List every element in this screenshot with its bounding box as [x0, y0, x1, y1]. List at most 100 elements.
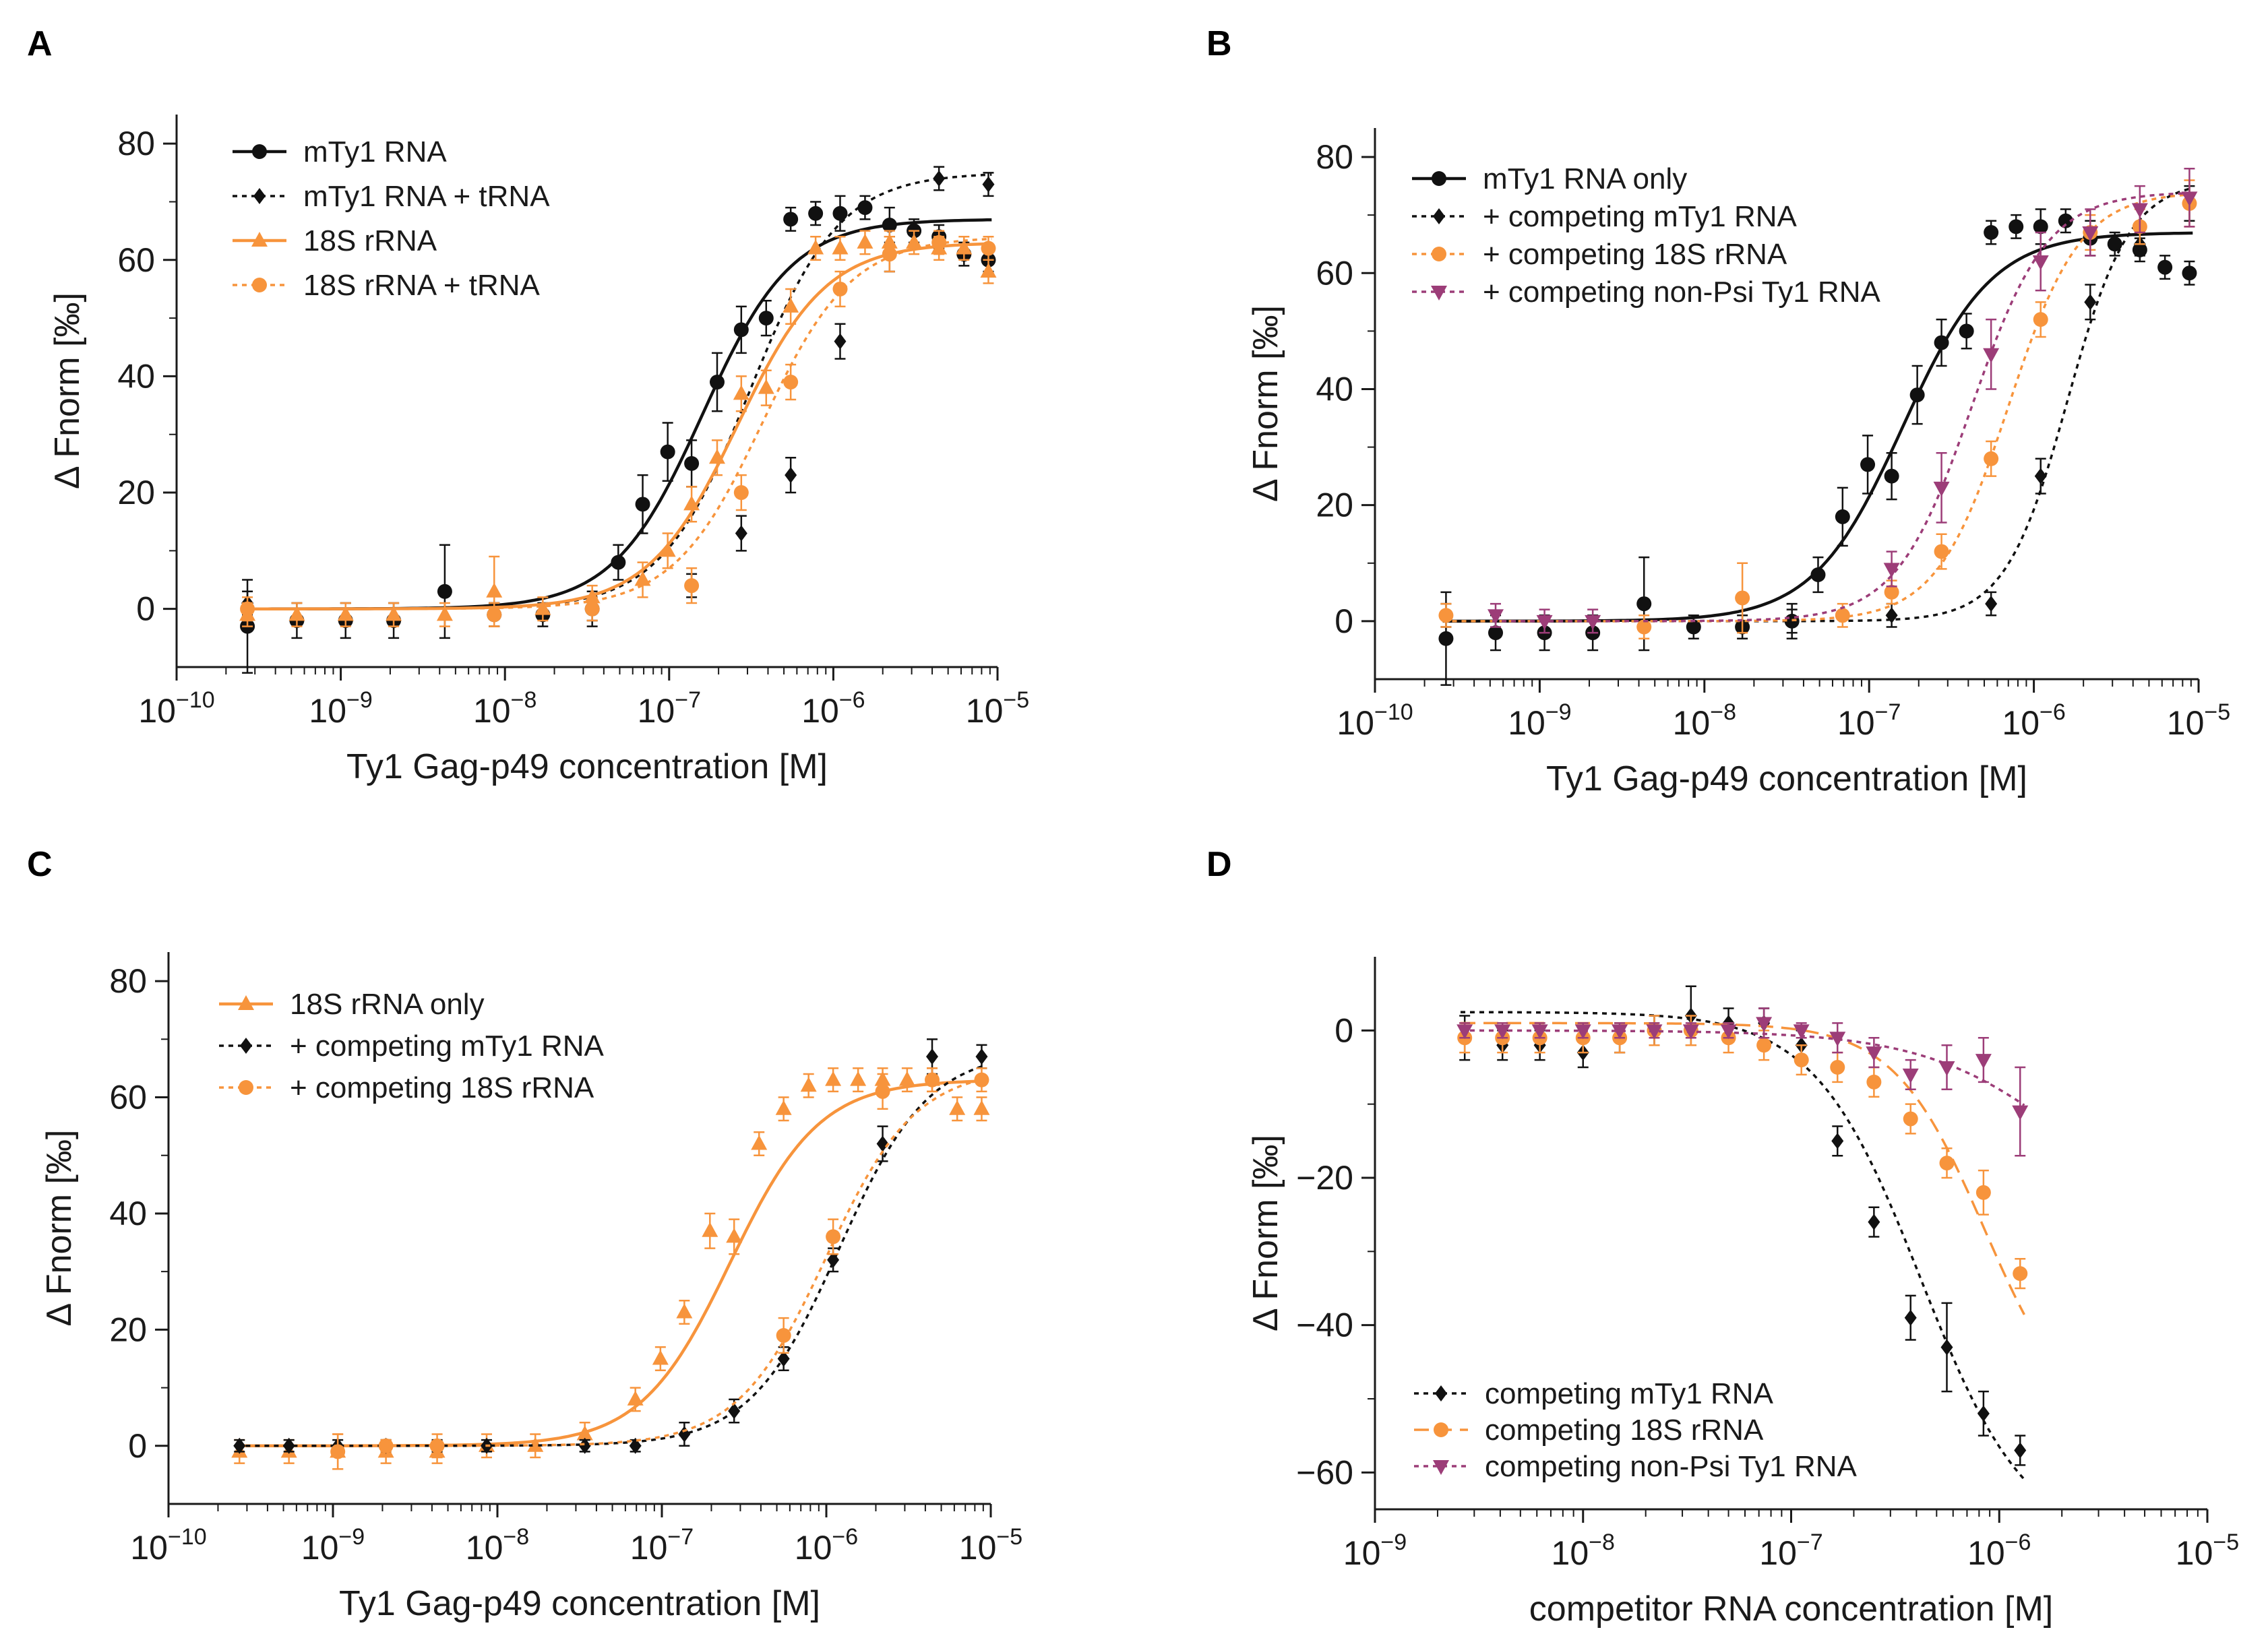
y-tick-label: −20 [1296, 1159, 1353, 1197]
data-point [832, 206, 848, 221]
data-point [1984, 224, 1999, 240]
legend-marker [240, 1038, 252, 1054]
x-axis-title: Ty1 Gag-p49 concentration [M] [1546, 759, 2027, 798]
series-competing-non-psi-ty1-rna [1457, 1007, 2029, 1157]
legend-marker [1433, 1460, 1449, 1475]
x-tick-label: 10−10 [130, 1524, 206, 1567]
series-competing-18s-rrna [330, 1067, 989, 1470]
fit-curve [1461, 1011, 2025, 1480]
data-point [925, 1072, 940, 1088]
data-point [1720, 1024, 1737, 1040]
data-point [1756, 1017, 1773, 1032]
data-point [1902, 1068, 1919, 1083]
data-point [980, 263, 997, 278]
legend-label: + competing 18S rRNA [290, 1071, 594, 1104]
fit-curve [334, 1077, 985, 1447]
x-tick-label: 10−8 [1673, 699, 1736, 742]
legend-marker [253, 188, 266, 204]
data-point [834, 333, 847, 350]
legend-marker [251, 232, 268, 247]
x-tick-label: 10−5 [2176, 1530, 2239, 1572]
x-tick-label: 10−9 [1343, 1530, 1407, 1572]
data-point [2157, 259, 2173, 275]
legend: 18S rRNA only + competing mTy1 RNA + compe… [219, 988, 604, 1104]
series-competing-18s-rrna [1457, 1015, 2028, 1315]
series-mty1-rna [240, 195, 996, 674]
fit-curve [1461, 1029, 2025, 1106]
series-18s-rrna-only [231, 1067, 990, 1470]
data-point [931, 234, 947, 250]
y-tick-label: 0 [128, 1427, 147, 1465]
legend-entry-18s-rrna-only: 18S rRNA only [219, 988, 485, 1021]
data-point [652, 1350, 669, 1365]
data-point [1959, 323, 1974, 339]
data-point [1868, 1214, 1880, 1230]
data-point [1909, 387, 1925, 403]
data-point [1810, 567, 1826, 583]
data-point [1686, 619, 1701, 635]
data-point [1866, 1074, 1882, 1090]
data-point [783, 212, 799, 227]
panel-label-b: B [1206, 24, 1232, 63]
data-point [378, 1438, 394, 1453]
data-point [906, 233, 923, 249]
x-tick-label: 10−8 [473, 687, 537, 730]
x-tick-label: 10−8 [466, 1524, 529, 1567]
legend-marker [1432, 247, 1446, 261]
legend-marker [1432, 171, 1446, 186]
data-point [1885, 607, 1898, 624]
data-point [1438, 608, 1454, 623]
fit-curve [1492, 191, 2193, 623]
data-point [1835, 509, 1850, 524]
data-point [783, 375, 799, 390]
data-point [1940, 1339, 1953, 1356]
data-point [1756, 1038, 1772, 1053]
legend-entry-competing-18s-rrna: + competing 18S rRNA [219, 1071, 594, 1104]
data-point [487, 607, 502, 623]
y-tick-label: 80 [117, 125, 155, 162]
data-point [926, 1048, 939, 1065]
data-point [1794, 1052, 1809, 1068]
data-point [758, 311, 774, 326]
legend-entry-mty1-rna-only: mTy1 RNA only [1412, 162, 1687, 195]
legend-entry-competing-18s-rrna: competing 18S rRNA [1414, 1414, 1764, 1447]
legend-label: 18S rRNA [303, 224, 437, 257]
data-point [775, 1100, 792, 1115]
data-point [735, 525, 747, 542]
x-tick-label: 10−6 [795, 1524, 858, 1567]
data-point [1884, 584, 1899, 600]
x-tick-label: 10−6 [801, 687, 865, 730]
data-point [629, 1437, 642, 1454]
data-point [1457, 1024, 1473, 1040]
legend-label: mTy1 RNA [303, 135, 447, 168]
data-point [1612, 1024, 1628, 1040]
data-point [733, 485, 749, 501]
data-point [898, 1071, 915, 1086]
data-point [684, 578, 700, 594]
data-point [1884, 468, 1899, 484]
legend-label: + competing non-Psi Ty1 RNA [1483, 276, 1880, 309]
data-point [728, 1403, 741, 1420]
data-point [1835, 608, 1850, 623]
panel-label-d: D [1206, 845, 1232, 884]
x-tick-label: 10−7 [638, 687, 701, 730]
data-point [973, 1100, 990, 1115]
legend-marker [252, 278, 267, 292]
data-point [1985, 596, 1998, 612]
data-point [708, 449, 725, 464]
legend-marker [238, 995, 254, 1010]
data-point [1682, 1024, 1699, 1040]
data-point [2181, 191, 2198, 207]
data-point [1636, 619, 1652, 635]
data-point [956, 239, 973, 255]
data-point [534, 600, 551, 615]
data-point [807, 239, 824, 255]
y-tick-label: 60 [109, 1079, 147, 1116]
data-point [1934, 335, 1949, 350]
legend-entry-competing-mty1-rna: + competing mTy1 RNA [219, 1030, 604, 1063]
data-point [882, 247, 897, 262]
y-tick-label: 20 [117, 474, 155, 511]
legend: mTy1 RNA only + competing mTy1 RNA + compe… [1412, 162, 1880, 309]
data-point [1636, 596, 1652, 612]
y-tick-label: 0 [136, 590, 155, 628]
